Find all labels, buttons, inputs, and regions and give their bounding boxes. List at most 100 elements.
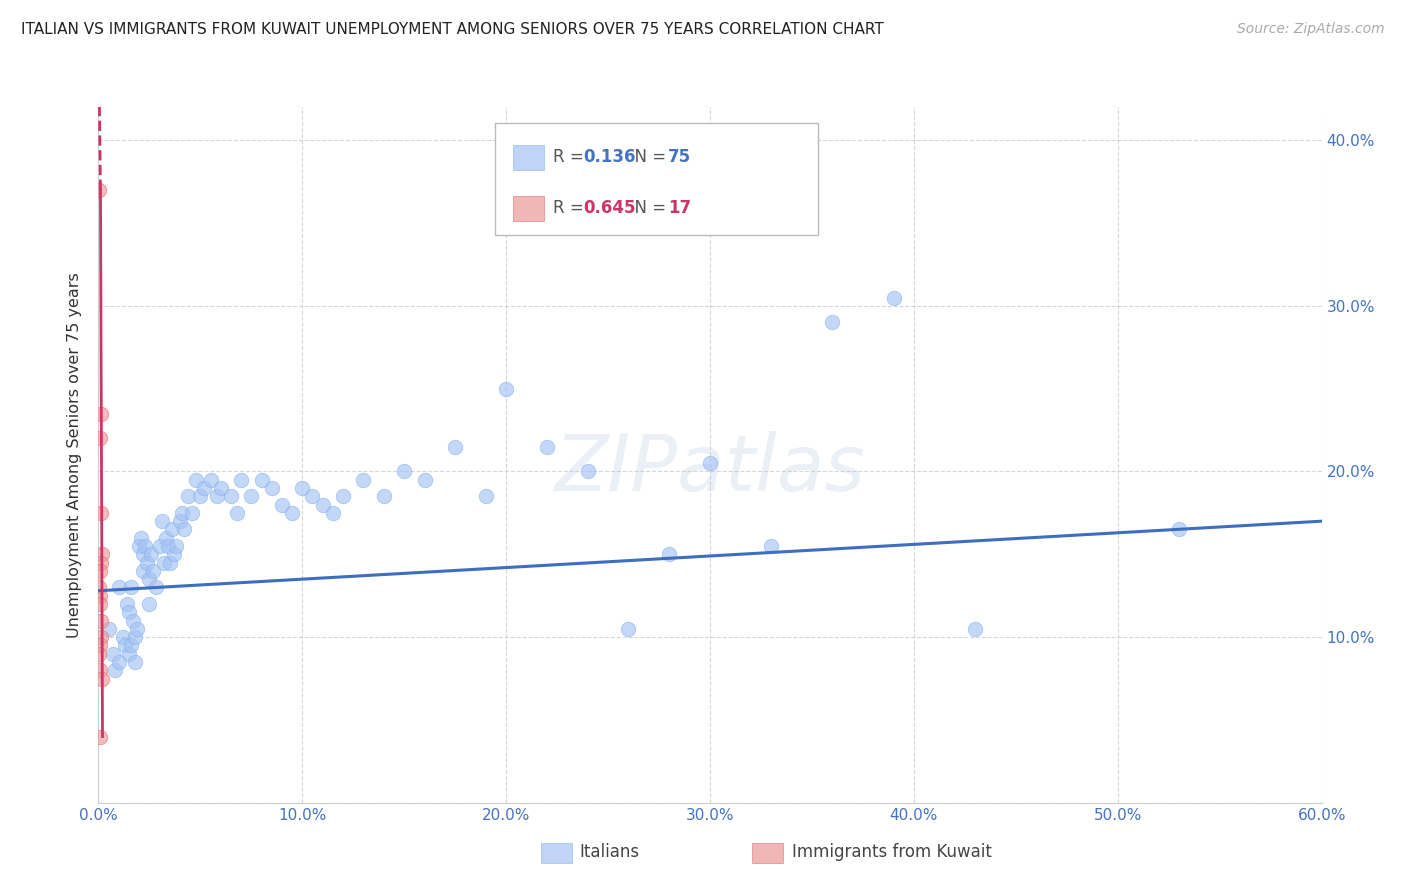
Point <box>312 498 335 512</box>
Point <box>101 647 124 661</box>
Point <box>141 547 163 561</box>
Point <box>115 597 138 611</box>
Point <box>761 539 783 553</box>
Point <box>352 473 374 487</box>
Point <box>177 489 200 503</box>
Point <box>332 489 354 503</box>
Point <box>89 589 111 603</box>
Point <box>152 556 174 570</box>
Point <box>160 523 183 537</box>
Point <box>186 473 208 487</box>
Point <box>240 489 263 503</box>
Point <box>89 597 111 611</box>
Point <box>1167 523 1189 537</box>
Text: R =: R = <box>553 148 589 166</box>
Point <box>226 506 249 520</box>
Point <box>91 547 114 561</box>
Point <box>883 291 905 305</box>
Point <box>219 489 242 503</box>
Point <box>124 630 146 644</box>
Point <box>181 506 204 520</box>
Point <box>444 440 467 454</box>
Y-axis label: Unemployment Among Seniors over 75 years: Unemployment Among Seniors over 75 years <box>67 272 83 638</box>
Point <box>90 672 112 686</box>
Point <box>108 655 131 669</box>
Point <box>413 473 436 487</box>
Point <box>150 514 173 528</box>
Point <box>111 630 134 644</box>
Point <box>260 481 283 495</box>
Point <box>142 564 165 578</box>
Point <box>90 630 112 644</box>
Point <box>170 506 193 520</box>
Point <box>129 531 152 545</box>
Point <box>90 614 112 628</box>
Point <box>301 489 323 503</box>
Text: Italians: Italians <box>579 843 640 861</box>
Point <box>209 481 232 495</box>
Point <box>188 489 212 503</box>
Point <box>699 456 721 470</box>
Point <box>89 431 111 445</box>
Point <box>136 556 159 570</box>
Point <box>90 506 112 520</box>
Point <box>114 639 136 653</box>
Point <box>205 489 228 503</box>
Point <box>89 663 111 677</box>
Point <box>965 622 987 636</box>
Text: Source: ZipAtlas.com: Source: ZipAtlas.com <box>1237 22 1385 37</box>
Text: 0.136: 0.136 <box>583 148 636 166</box>
Point <box>159 556 181 570</box>
Point <box>322 506 344 520</box>
Point <box>122 614 145 628</box>
Point <box>576 465 599 479</box>
Point <box>821 315 844 329</box>
Point <box>124 655 146 669</box>
Point <box>132 547 155 561</box>
Point <box>392 465 416 479</box>
Point <box>495 382 517 396</box>
Point <box>134 539 156 553</box>
Point <box>128 539 150 553</box>
Point <box>155 531 177 545</box>
Point <box>231 473 253 487</box>
Point <box>138 572 160 586</box>
Point <box>104 663 127 677</box>
Text: ZIPatlas: ZIPatlas <box>554 431 866 507</box>
Point <box>373 489 395 503</box>
Point <box>193 481 215 495</box>
Text: 17: 17 <box>668 200 692 218</box>
Point <box>156 539 179 553</box>
Point <box>474 489 498 503</box>
Text: 75: 75 <box>668 148 692 166</box>
Point <box>108 581 131 595</box>
Text: N =: N = <box>624 200 672 218</box>
Point <box>165 539 187 553</box>
Point <box>118 605 141 619</box>
Point <box>89 564 111 578</box>
Point <box>149 539 172 553</box>
Point <box>127 622 149 636</box>
Point <box>87 183 110 197</box>
Point <box>281 506 304 520</box>
Point <box>87 581 110 595</box>
Point <box>132 564 155 578</box>
Point <box>118 647 141 661</box>
Text: Immigrants from Kuwait: Immigrants from Kuwait <box>792 843 991 861</box>
Text: ITALIAN VS IMMIGRANTS FROM KUWAIT UNEMPLOYMENT AMONG SENIORS OVER 75 YEARS CORRE: ITALIAN VS IMMIGRANTS FROM KUWAIT UNEMPL… <box>21 22 884 37</box>
Point <box>173 523 195 537</box>
Point <box>120 639 142 653</box>
Point <box>90 407 112 421</box>
Point <box>87 647 110 661</box>
Point <box>163 547 186 561</box>
Point <box>536 440 558 454</box>
Point <box>145 581 167 595</box>
Text: N =: N = <box>624 148 672 166</box>
Point <box>89 639 111 653</box>
Point <box>89 730 111 744</box>
Point <box>120 581 142 595</box>
Text: 0.645: 0.645 <box>583 200 636 218</box>
Point <box>169 514 191 528</box>
Point <box>97 622 120 636</box>
Point <box>250 473 273 487</box>
